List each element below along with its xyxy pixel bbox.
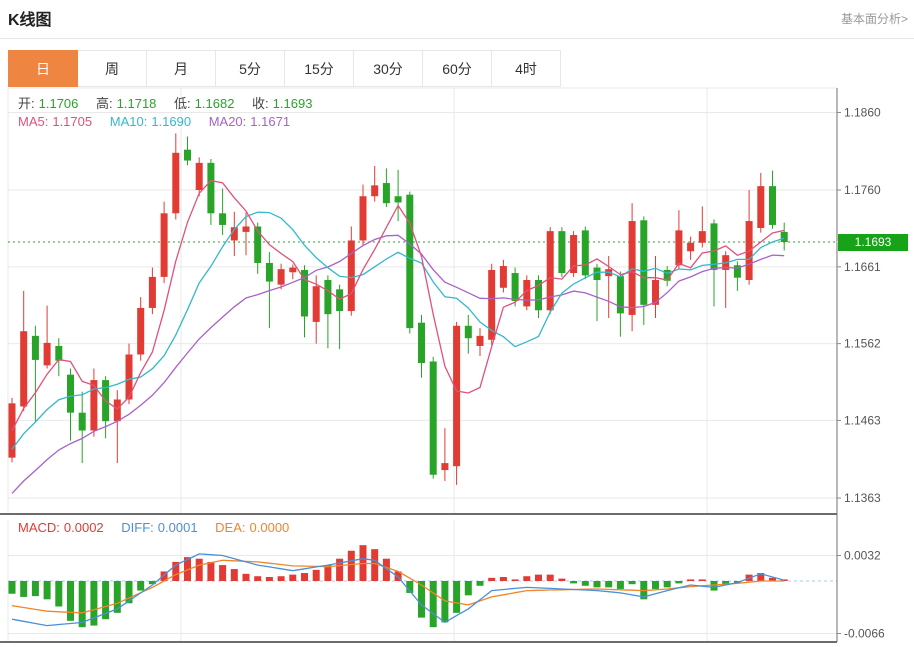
ma5-label: MA5: [18,114,49,129]
close-value: 1.1693 [272,96,313,111]
period-tabs: 日周月 5分 15分 30分 60分 4时 [8,50,561,87]
svg-text:1.1562: 1.1562 [844,337,881,351]
ma20-value: 1.1671 [250,114,291,129]
tab-day[interactable]: 日 [8,50,78,87]
ma20-label: MA20: [208,114,247,129]
svg-text:1.1860: 1.1860 [844,105,881,119]
dea-label: DEA: [215,520,246,535]
axis-layer: 1.1860 1.1760 1.1661 1.1562 1.1463 1.1363 0.00… [0,88,885,643]
fundamental-analysis-link[interactable]: 基本面分析> [840,12,908,26]
ma5-value: 1.1705 [52,114,93,129]
tab-30min[interactable]: 30分 [353,50,423,87]
open-value: 1.1706 [38,96,79,111]
ma10-line [11,211,785,450]
svg-text:1.1463: 1.1463 [844,413,881,427]
candles-layer [8,133,788,485]
dea-value: 0.0000 [249,520,290,535]
tab-60min[interactable]: 60分 [422,50,492,87]
tab-month[interactable]: 月 [146,50,216,87]
high-label: 高: [96,96,113,111]
diff-label: DIFF: [121,520,154,535]
svg-text:1.1760: 1.1760 [844,183,881,197]
close-label: 收: [252,96,269,111]
macd-histogram [8,545,788,628]
svg-text:0.0032: 0.0032 [844,549,881,563]
page-title: K线图 [8,12,52,29]
ma10-label: MA10: [109,114,148,129]
high-value: 1.1718 [116,96,157,111]
tab-5min[interactable]: 5分 [215,50,285,87]
tab-15min[interactable]: 15分 [284,50,354,87]
diff-value: 0.0001 [157,520,198,535]
low-label: 低: [174,96,191,111]
ma-legend: MA5: 1.1705 MA10: 1.1690 MA20: 1.1671 [18,114,294,129]
ma5-line [11,179,785,432]
ma20-line [11,234,785,494]
tab-4hour[interactable]: 4时 [491,50,561,87]
macd-legend: MACD: 0.0002 DIFF: 0.0001 DEA: 0.0000 [18,520,293,535]
tab-week[interactable]: 周 [77,50,147,87]
svg-text:1.1363: 1.1363 [844,491,881,505]
current-price-tag: 1.1693 [838,234,908,251]
svg-text:1.1661: 1.1661 [844,260,881,274]
open-label: 开: [18,96,35,111]
diff-line [11,553,785,627]
macd-label: MACD: [18,520,60,535]
macd-value: 0.0002 [63,520,104,535]
ma10-value: 1.1690 [151,114,192,129]
header-divider [0,38,914,39]
svg-text:-0.0066: -0.0066 [844,627,885,641]
grid-layer [7,87,837,642]
ohlc-legend: 开: 1.1706 高: 1.1718 低: 1.1682 收: 1.1693 [18,93,316,112]
low-value: 1.1682 [194,96,235,111]
